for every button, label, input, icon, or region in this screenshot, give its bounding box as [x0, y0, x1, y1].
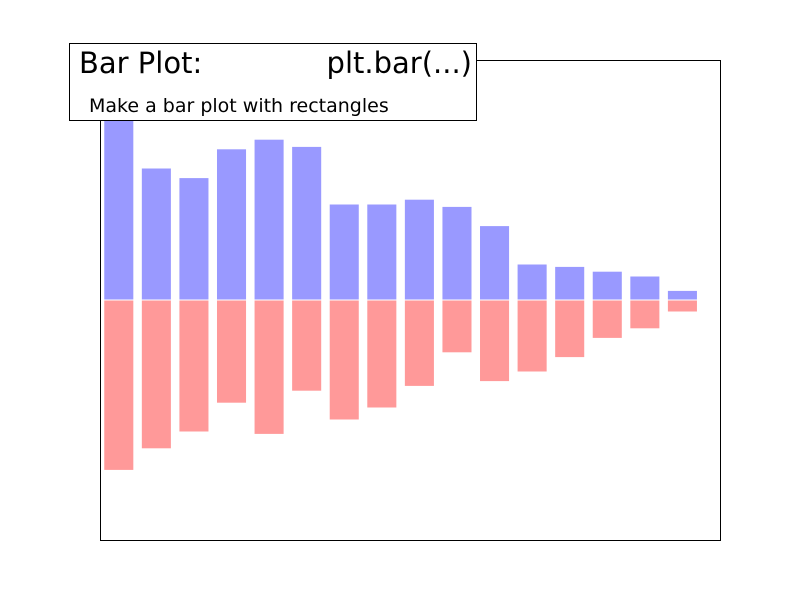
bar-positive-3	[215, 148, 248, 301]
bar-positive-13	[591, 270, 623, 301]
bar-negative-4	[253, 299, 285, 435]
bar-negative-14	[629, 299, 661, 330]
bar-positive-2	[178, 177, 210, 301]
bar-negative-12	[554, 299, 586, 359]
bar-positive-6	[328, 203, 360, 301]
bar-negative-6	[328, 299, 360, 421]
bars-group	[103, 100, 698, 471]
bar-negative-11	[516, 299, 548, 373]
bar-positive-11	[516, 263, 548, 301]
bar-negative-5	[291, 299, 323, 392]
bar-positive-5	[291, 145, 323, 301]
bar-positive-14	[629, 275, 661, 301]
bar-negative-0	[103, 299, 135, 471]
bar-negative-1	[140, 299, 172, 450]
bar-negative-3	[215, 299, 248, 404]
chart-function-call: plt.bar(...)	[326, 46, 472, 80]
bar-negative-7	[366, 299, 398, 409]
bar-negative-8	[403, 299, 435, 387]
bar-negative-2	[178, 299, 210, 433]
bar-positive-1	[140, 167, 172, 301]
chart-title: Bar Plot:	[79, 46, 203, 80]
bar-positive-0	[103, 100, 135, 301]
bar-negative-10	[479, 299, 511, 383]
bar-positive-12	[554, 265, 586, 301]
chart-subtitle: Make a bar plot with rectangles	[89, 95, 389, 117]
bar-positive-7	[366, 203, 398, 301]
bar-positive-4	[253, 138, 285, 301]
bar-positive-15	[666, 289, 698, 301]
bar-positive-8	[403, 198, 435, 301]
bar-negative-15	[666, 299, 698, 313]
title-box: Bar Plot: plt.bar(...) Make a bar plot w…	[69, 43, 477, 121]
bar-negative-13	[591, 299, 623, 339]
bar-positive-9	[441, 205, 473, 301]
bar-positive-10	[479, 225, 511, 301]
bar-negative-9	[441, 299, 473, 354]
